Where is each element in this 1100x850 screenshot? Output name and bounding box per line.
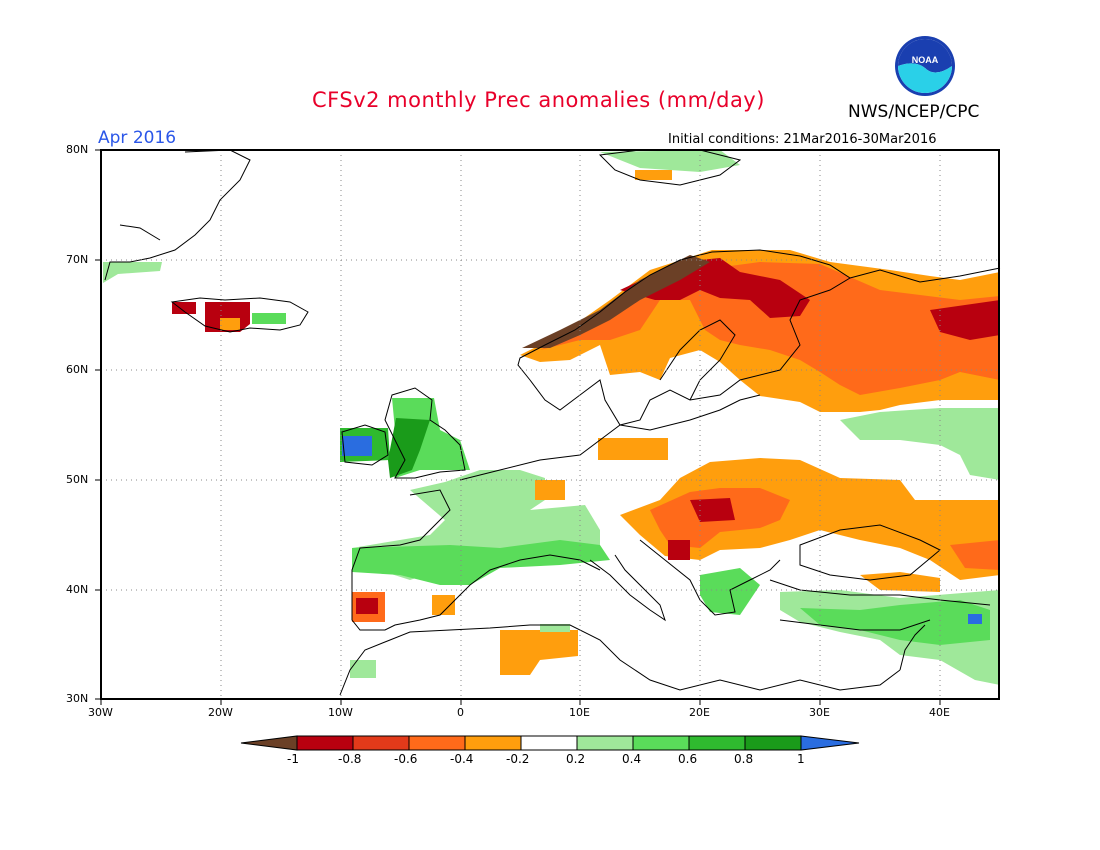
colorbar-label: 0.8 bbox=[734, 752, 754, 766]
anomaly-region-syria-blue bbox=[968, 614, 982, 624]
agency-label: NWS/NCEP/CPC bbox=[848, 102, 980, 122]
coastline-black-sea bbox=[799, 524, 941, 581]
anomaly-fields bbox=[103, 150, 1000, 685]
tick-marks bbox=[95, 149, 941, 705]
colorbar-label: 0.6 bbox=[678, 752, 698, 766]
anomaly-region-turkey-wet-dark bbox=[800, 600, 990, 645]
colorbar-label: 1 bbox=[797, 752, 805, 766]
x-tick-30e: 30E bbox=[809, 706, 830, 719]
colorbar-arrow-low bbox=[240, 735, 298, 751]
anomaly-region-bosnia-darkred bbox=[668, 540, 690, 560]
anomaly-region-britain-dark bbox=[388, 418, 430, 478]
colorbar-swatch bbox=[296, 735, 354, 751]
colorbar-swatch bbox=[744, 735, 802, 751]
coastline-baltic bbox=[619, 394, 761, 431]
x-tick-30w: 30W bbox=[88, 706, 113, 719]
x-tick-20e: 20E bbox=[689, 706, 710, 719]
coastline-greenland bbox=[104, 149, 251, 281]
coastline-gulf-bothnia bbox=[659, 319, 736, 401]
initial-conditions: Initial conditions: 21Mar2016-30Mar2016 bbox=[668, 132, 937, 147]
anomaly-region-iceland-dry bbox=[172, 302, 196, 314]
colorbar-swatch bbox=[576, 735, 634, 751]
map-frame bbox=[100, 149, 1000, 700]
y-tick-70n: 70N bbox=[66, 253, 89, 266]
coastline-iceland bbox=[170, 297, 309, 333]
forecast-month: Apr 2016 bbox=[98, 128, 177, 148]
anomaly-region-greenland bbox=[103, 262, 162, 283]
y-tick-50n: 50N bbox=[66, 473, 89, 486]
coastline-italy bbox=[589, 554, 666, 622]
coastlines bbox=[104, 149, 1001, 696]
colorbar-label: -0.4 bbox=[450, 752, 474, 766]
anomaly-region-algeria-orange bbox=[500, 630, 578, 675]
anomaly-region-sicily-wet bbox=[540, 624, 570, 632]
anomaly-region-norway-brown bbox=[522, 255, 710, 348]
colorbar-swatch bbox=[352, 735, 410, 751]
colorbar-swatch bbox=[464, 735, 522, 751]
anomaly-region-ireland-blue bbox=[342, 436, 372, 456]
anomaly-region-ukraine-dry bbox=[620, 458, 1000, 580]
anomaly-region-svalbard-wet bbox=[600, 150, 740, 172]
y-tick-60n: 60N bbox=[66, 363, 89, 376]
anomaly-region-poland-orange bbox=[598, 438, 668, 460]
colorbar-swatch bbox=[688, 735, 746, 751]
coastline-turkey bbox=[769, 579, 991, 631]
y-tick-30n: 30N bbox=[66, 692, 89, 705]
coastline-scandinavia bbox=[517, 249, 851, 426]
colorbar-swatch bbox=[520, 735, 578, 751]
anomaly-region-caucasus-red bbox=[950, 540, 1000, 570]
anomaly-region-turkey-orange bbox=[860, 572, 940, 592]
coastline-levant bbox=[899, 624, 926, 671]
anomaly-region-belgium-orange bbox=[535, 480, 565, 500]
anomaly-region-russia-wet bbox=[840, 408, 1000, 480]
coastline-balkans-greece bbox=[639, 539, 781, 616]
anomaly-region-morocco-wet bbox=[350, 660, 376, 678]
colorbar-label: -0.6 bbox=[394, 752, 418, 766]
noaa-logo-text: NOAA bbox=[912, 55, 939, 65]
colorbar-arrow-high bbox=[800, 735, 860, 751]
noaa-logo: NOAA bbox=[895, 36, 955, 96]
anomaly-region-iceland-wet bbox=[252, 313, 286, 324]
anomaly-region-portugal-darkred bbox=[356, 598, 378, 614]
chart-title: CFSv2 monthly Prec anomalies (mm/day) bbox=[312, 88, 765, 112]
anomaly-region-iceland-orange bbox=[220, 318, 240, 330]
x-tick-10e: 10E bbox=[569, 706, 590, 719]
y-tick-80n: 80N bbox=[66, 143, 89, 156]
colorbar-label: 0.4 bbox=[622, 752, 642, 766]
x-tick-20w: 20W bbox=[208, 706, 233, 719]
y-tick-40n: 40N bbox=[66, 583, 89, 596]
coastline-africa-north bbox=[339, 624, 901, 696]
colorbar-label: -1 bbox=[287, 752, 299, 766]
coastline-western-europe bbox=[351, 424, 621, 631]
coastline-russia-north bbox=[849, 267, 1001, 283]
colorbar bbox=[240, 735, 860, 751]
anomaly-region-iberia-wet bbox=[352, 540, 610, 585]
colorbar-label: -0.8 bbox=[338, 752, 362, 766]
anomaly-region-russia-darkred bbox=[930, 300, 1000, 340]
colorbar-swatch bbox=[632, 735, 690, 751]
coastline-britain bbox=[384, 387, 466, 479]
anomaly-region-svalbard-orange bbox=[635, 170, 672, 180]
anomaly-region-spain-orange bbox=[432, 595, 455, 615]
x-tick-0: 0 bbox=[457, 706, 464, 719]
colorbar-label: 0.2 bbox=[566, 752, 586, 766]
coastline-ireland bbox=[341, 424, 389, 466]
colorbar-label: -0.2 bbox=[506, 752, 530, 766]
anomaly-region-hungary-darkred bbox=[690, 498, 735, 522]
x-tick-40e: 40E bbox=[929, 706, 950, 719]
colorbar-swatch bbox=[408, 735, 466, 751]
x-tick-10w: 10W bbox=[328, 706, 353, 719]
